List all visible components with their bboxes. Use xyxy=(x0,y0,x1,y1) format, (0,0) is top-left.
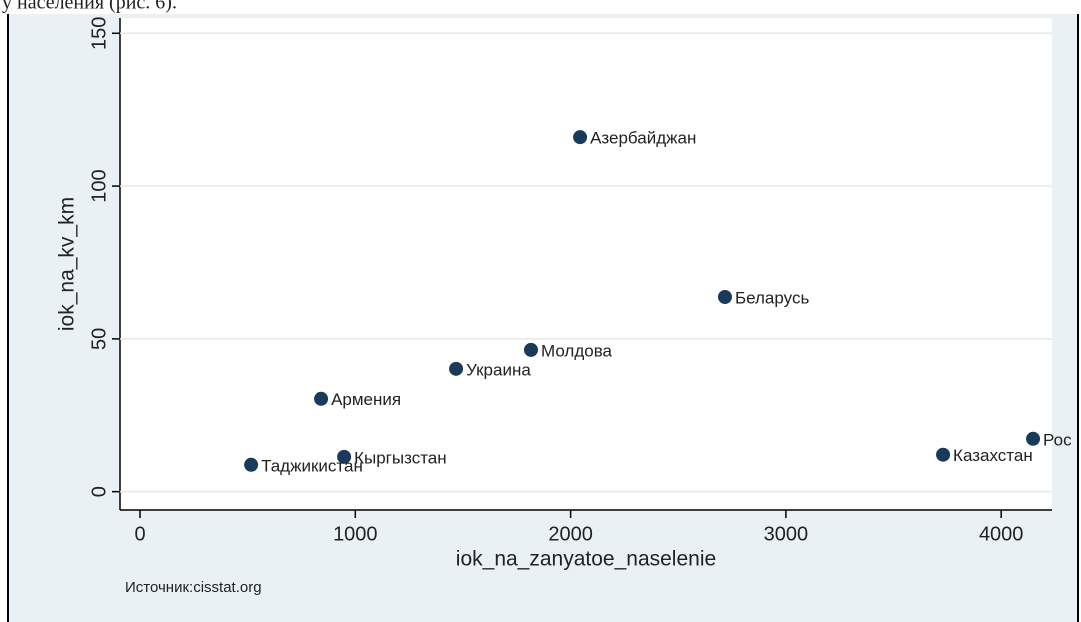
point xyxy=(573,130,588,145)
point-label: Армения xyxy=(331,390,401,409)
x-tick-label: 4000 xyxy=(979,523,1024,545)
x-tick-label: 1000 xyxy=(333,523,378,545)
caption: у населения (рис. 6). xyxy=(2,0,177,14)
point xyxy=(936,447,951,462)
point xyxy=(1026,431,1041,446)
point-label: Украина xyxy=(466,360,531,379)
point xyxy=(717,290,732,305)
plot-area xyxy=(120,18,1052,510)
point-label: Таджикистан xyxy=(261,456,363,475)
point-label: Казахстан xyxy=(953,446,1033,465)
point xyxy=(244,457,259,472)
y-axis-label: iok_na_kv_km xyxy=(56,197,79,331)
x-tick-label: 3000 xyxy=(764,523,809,545)
point xyxy=(337,449,352,464)
point xyxy=(523,342,538,357)
source-note: Источник:cisstat.org xyxy=(125,579,262,596)
point-label: Молдова xyxy=(541,341,613,360)
y-tick-label: 50 xyxy=(88,328,110,350)
x-tick-label: 2000 xyxy=(548,523,593,545)
x-tick-label: 0 xyxy=(134,523,145,545)
point xyxy=(314,391,329,406)
point-label: Рос xyxy=(1043,430,1072,449)
point xyxy=(449,361,464,376)
y-tick-label: 150 xyxy=(88,17,110,50)
point-label: Кыргызстан xyxy=(354,448,447,467)
point-label: Беларусь xyxy=(735,288,809,307)
y-tick-label: 0 xyxy=(88,486,110,497)
y-tick-label: 100 xyxy=(88,169,110,202)
point-label: Азербайджан xyxy=(590,129,696,148)
x-axis-label: iok_na_zanyatoe_naselenie xyxy=(456,548,716,571)
